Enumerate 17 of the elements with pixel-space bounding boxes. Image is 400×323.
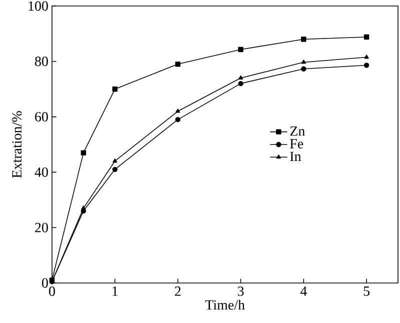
y-axis-title: Extration/% (12, 111, 22, 178)
legend-label: In (290, 152, 302, 161)
y-tick-label: 0 (42, 278, 48, 288)
y-tick-label: 80 (35, 56, 48, 66)
y-tick-label: 20 (35, 222, 48, 232)
legend-label: Fe (290, 139, 304, 148)
x-tick-label: 2 (174, 286, 181, 296)
x-tick-label: 0 (49, 286, 55, 296)
x-tick-label: 3 (238, 286, 244, 296)
x-tick-label: 1 (112, 286, 118, 296)
x-tick-label: 5 (364, 286, 370, 296)
y-tick-label: 100 (28, 1, 48, 11)
y-tick-label: 60 (35, 112, 48, 122)
legend-label: Zn (290, 126, 305, 136)
x-axis-title: Time/h (205, 300, 245, 310)
x-tick-label: 4 (300, 286, 307, 296)
y-tick-label: 40 (34, 167, 48, 177)
